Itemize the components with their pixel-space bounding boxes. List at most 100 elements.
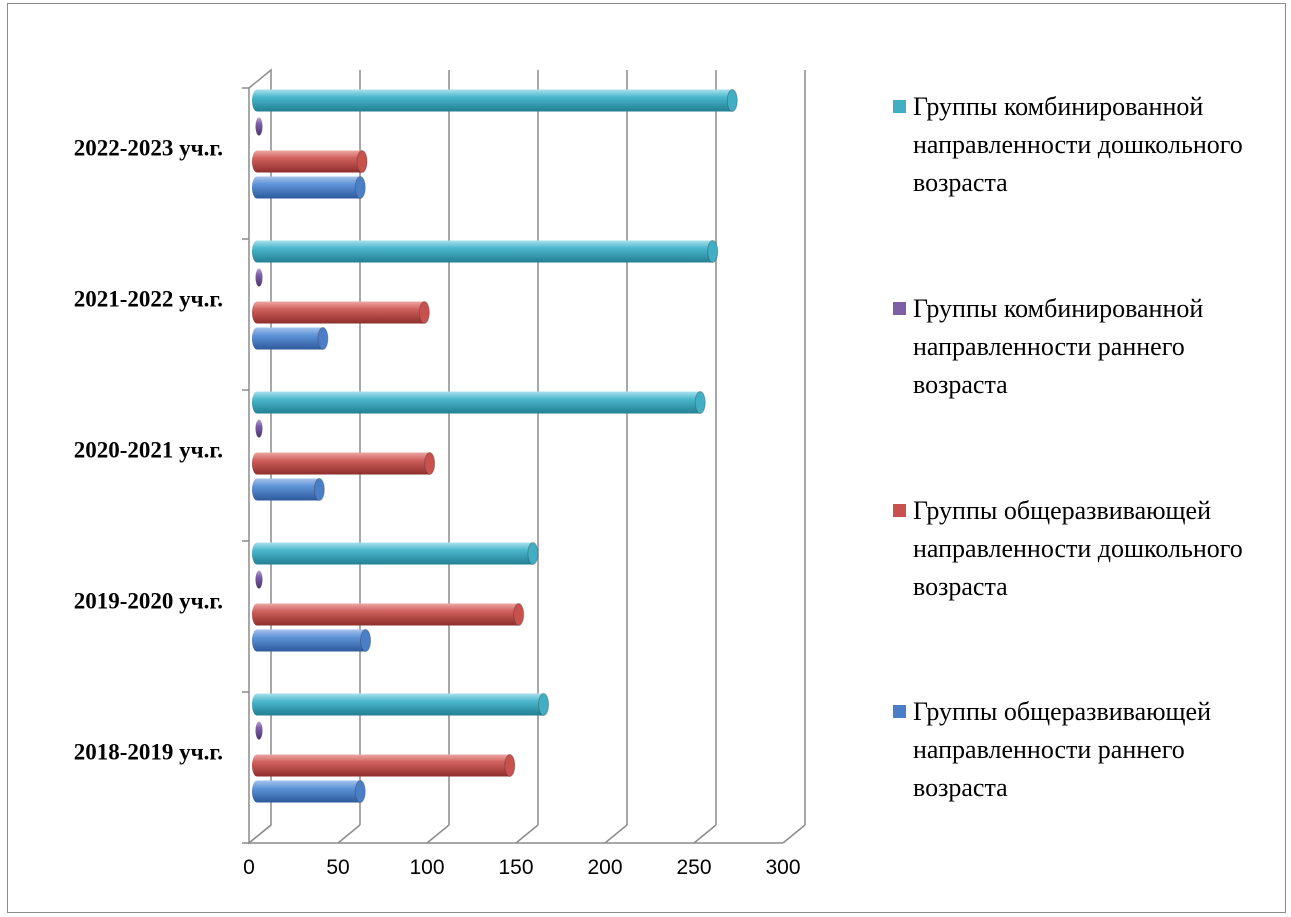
bar-base-cap [252,452,262,475]
floor-gridline [693,824,717,844]
floor-gridline [782,824,806,844]
category-label: 2022-2023 уч.г. [74,136,223,161]
bar-body [257,603,519,626]
bar-end-cap [424,452,436,475]
bar [252,478,325,501]
category-labels: 2018-2019 уч.г. 2019-2020 уч.г. 2020-2021 … [74,136,223,765]
legend-swatch [893,504,906,517]
bar [252,89,738,112]
category-label: 2020-2021 уч.г. [74,438,223,463]
category-label: 2019-2020 уч.г. [74,589,223,614]
bar-end-cap [354,780,366,803]
legend-swatch [893,705,906,718]
bar [252,391,706,414]
bar-body [257,150,363,173]
bar-base-cap [252,89,262,112]
bar-body [257,240,713,263]
bar-body [257,629,366,652]
x-tick-label: 300 [765,856,800,879]
bar [255,117,263,136]
legend-swatch [893,100,906,113]
floor-gridline [248,824,272,844]
bar-end-cap [356,150,368,173]
bar-base-cap [252,754,262,777]
bar-end-cap [538,693,550,716]
floor-gridline [426,824,450,844]
floor-gridline [337,824,361,844]
bar-base-cap [252,478,262,501]
x-tick-label: 50 [326,856,349,879]
bar [252,542,539,565]
bar [252,693,550,716]
gridlines [248,70,806,844]
bar-body [257,542,533,565]
bar [252,780,366,803]
bar [252,629,372,652]
bar-base-cap [252,603,262,626]
bar-end-cap [504,754,516,777]
bar-end-cap [707,240,719,263]
bar-base-cap [252,327,262,350]
bar [252,327,329,350]
bars [252,89,738,803]
x-tick-label: 250 [676,856,711,879]
bar [252,176,366,199]
bar [252,452,436,475]
bar-body [257,478,320,501]
floor-gridline [515,824,539,844]
bar-body [257,176,361,199]
bar [252,754,516,777]
bar [255,570,263,589]
bar [255,721,263,740]
bar-body [257,452,430,475]
bar [252,603,525,626]
x-tick-label: 150 [498,856,533,879]
bar-end-cap [255,570,263,589]
bar [252,301,430,324]
legend-label: Группы общеразвивающей направленности до… [913,496,1243,601]
legend-label: Группы комбинированной направленности до… [913,92,1243,197]
x-tick-label: 100 [409,856,444,879]
bar-base-cap [252,693,262,716]
bar [255,268,263,287]
bar-end-cap [255,117,263,136]
bar-body [257,754,510,777]
bar [255,419,263,438]
bar-base-cap [252,780,262,803]
bar-end-cap [317,327,329,350]
bar-base-cap [252,150,262,173]
floor-gridline [604,824,628,844]
x-axis-tick-labels: 0 50 100 150 200 250 300 [243,856,800,879]
chart-frame [7,3,1286,913]
bar-end-cap [313,478,325,501]
bar-body [257,301,425,324]
bar [252,150,368,173]
bar-end-cap [354,176,366,199]
category-label: 2018-2019 уч.г. [74,740,223,765]
bar-body [257,780,361,803]
bar-end-cap [418,301,430,324]
bar-body [257,693,544,716]
legend-swatch [893,302,906,315]
legend-label: Группы общеразвивающей направленности ра… [913,697,1212,802]
legend-label: Группы комбинированной направленности ра… [913,294,1204,399]
bar-end-cap [513,603,525,626]
bar-end-cap [255,268,263,287]
bar-body [257,391,701,414]
bar-base-cap [252,391,262,414]
bar-body [257,89,733,112]
bar-end-cap [360,629,372,652]
bar-base-cap [252,542,262,565]
bar-end-cap [726,89,738,112]
x-tick-label: 0 [243,856,255,879]
bar-base-cap [252,240,262,263]
bar-end-cap [255,721,263,740]
bar-base-cap [252,301,262,324]
bar-base-cap [252,629,262,652]
bar-end-cap [527,542,539,565]
bar-end-cap [255,419,263,438]
x-tick-label: 200 [587,856,622,879]
bar-end-cap [694,391,706,414]
bar [252,240,719,263]
